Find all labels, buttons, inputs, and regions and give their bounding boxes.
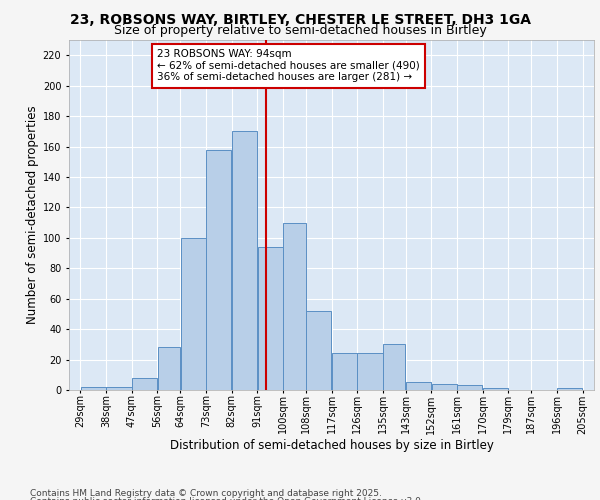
- Bar: [106, 387, 131, 390]
- Bar: [232, 132, 257, 390]
- Text: 23 ROBSONS WAY: 94sqm
← 62% of semi-detached houses are smaller (490)
36% of sem: 23 ROBSONS WAY: 94sqm ← 62% of semi-deta…: [157, 49, 420, 82]
- Y-axis label: Number of semi-detached properties: Number of semi-detached properties: [26, 106, 38, 324]
- Bar: [158, 348, 180, 390]
- Bar: [406, 382, 431, 390]
- Bar: [181, 238, 206, 390]
- Bar: [257, 247, 283, 390]
- Bar: [332, 354, 357, 390]
- Text: Contains public sector information licensed under the Open Government Licence v3: Contains public sector information licen…: [30, 497, 424, 500]
- X-axis label: Distribution of semi-detached houses by size in Birtley: Distribution of semi-detached houses by …: [170, 439, 493, 452]
- Bar: [283, 222, 305, 390]
- Bar: [457, 386, 482, 390]
- Bar: [483, 388, 508, 390]
- Bar: [132, 378, 157, 390]
- Text: 23, ROBSONS WAY, BIRTLEY, CHESTER LE STREET, DH3 1GA: 23, ROBSONS WAY, BIRTLEY, CHESTER LE STR…: [70, 12, 530, 26]
- Bar: [80, 387, 106, 390]
- Bar: [557, 388, 583, 390]
- Bar: [206, 150, 232, 390]
- Bar: [306, 311, 331, 390]
- Bar: [383, 344, 406, 390]
- Bar: [358, 354, 383, 390]
- Text: Contains HM Land Registry data © Crown copyright and database right 2025.: Contains HM Land Registry data © Crown c…: [30, 488, 382, 498]
- Text: Size of property relative to semi-detached houses in Birtley: Size of property relative to semi-detach…: [113, 24, 487, 37]
- Bar: [431, 384, 457, 390]
